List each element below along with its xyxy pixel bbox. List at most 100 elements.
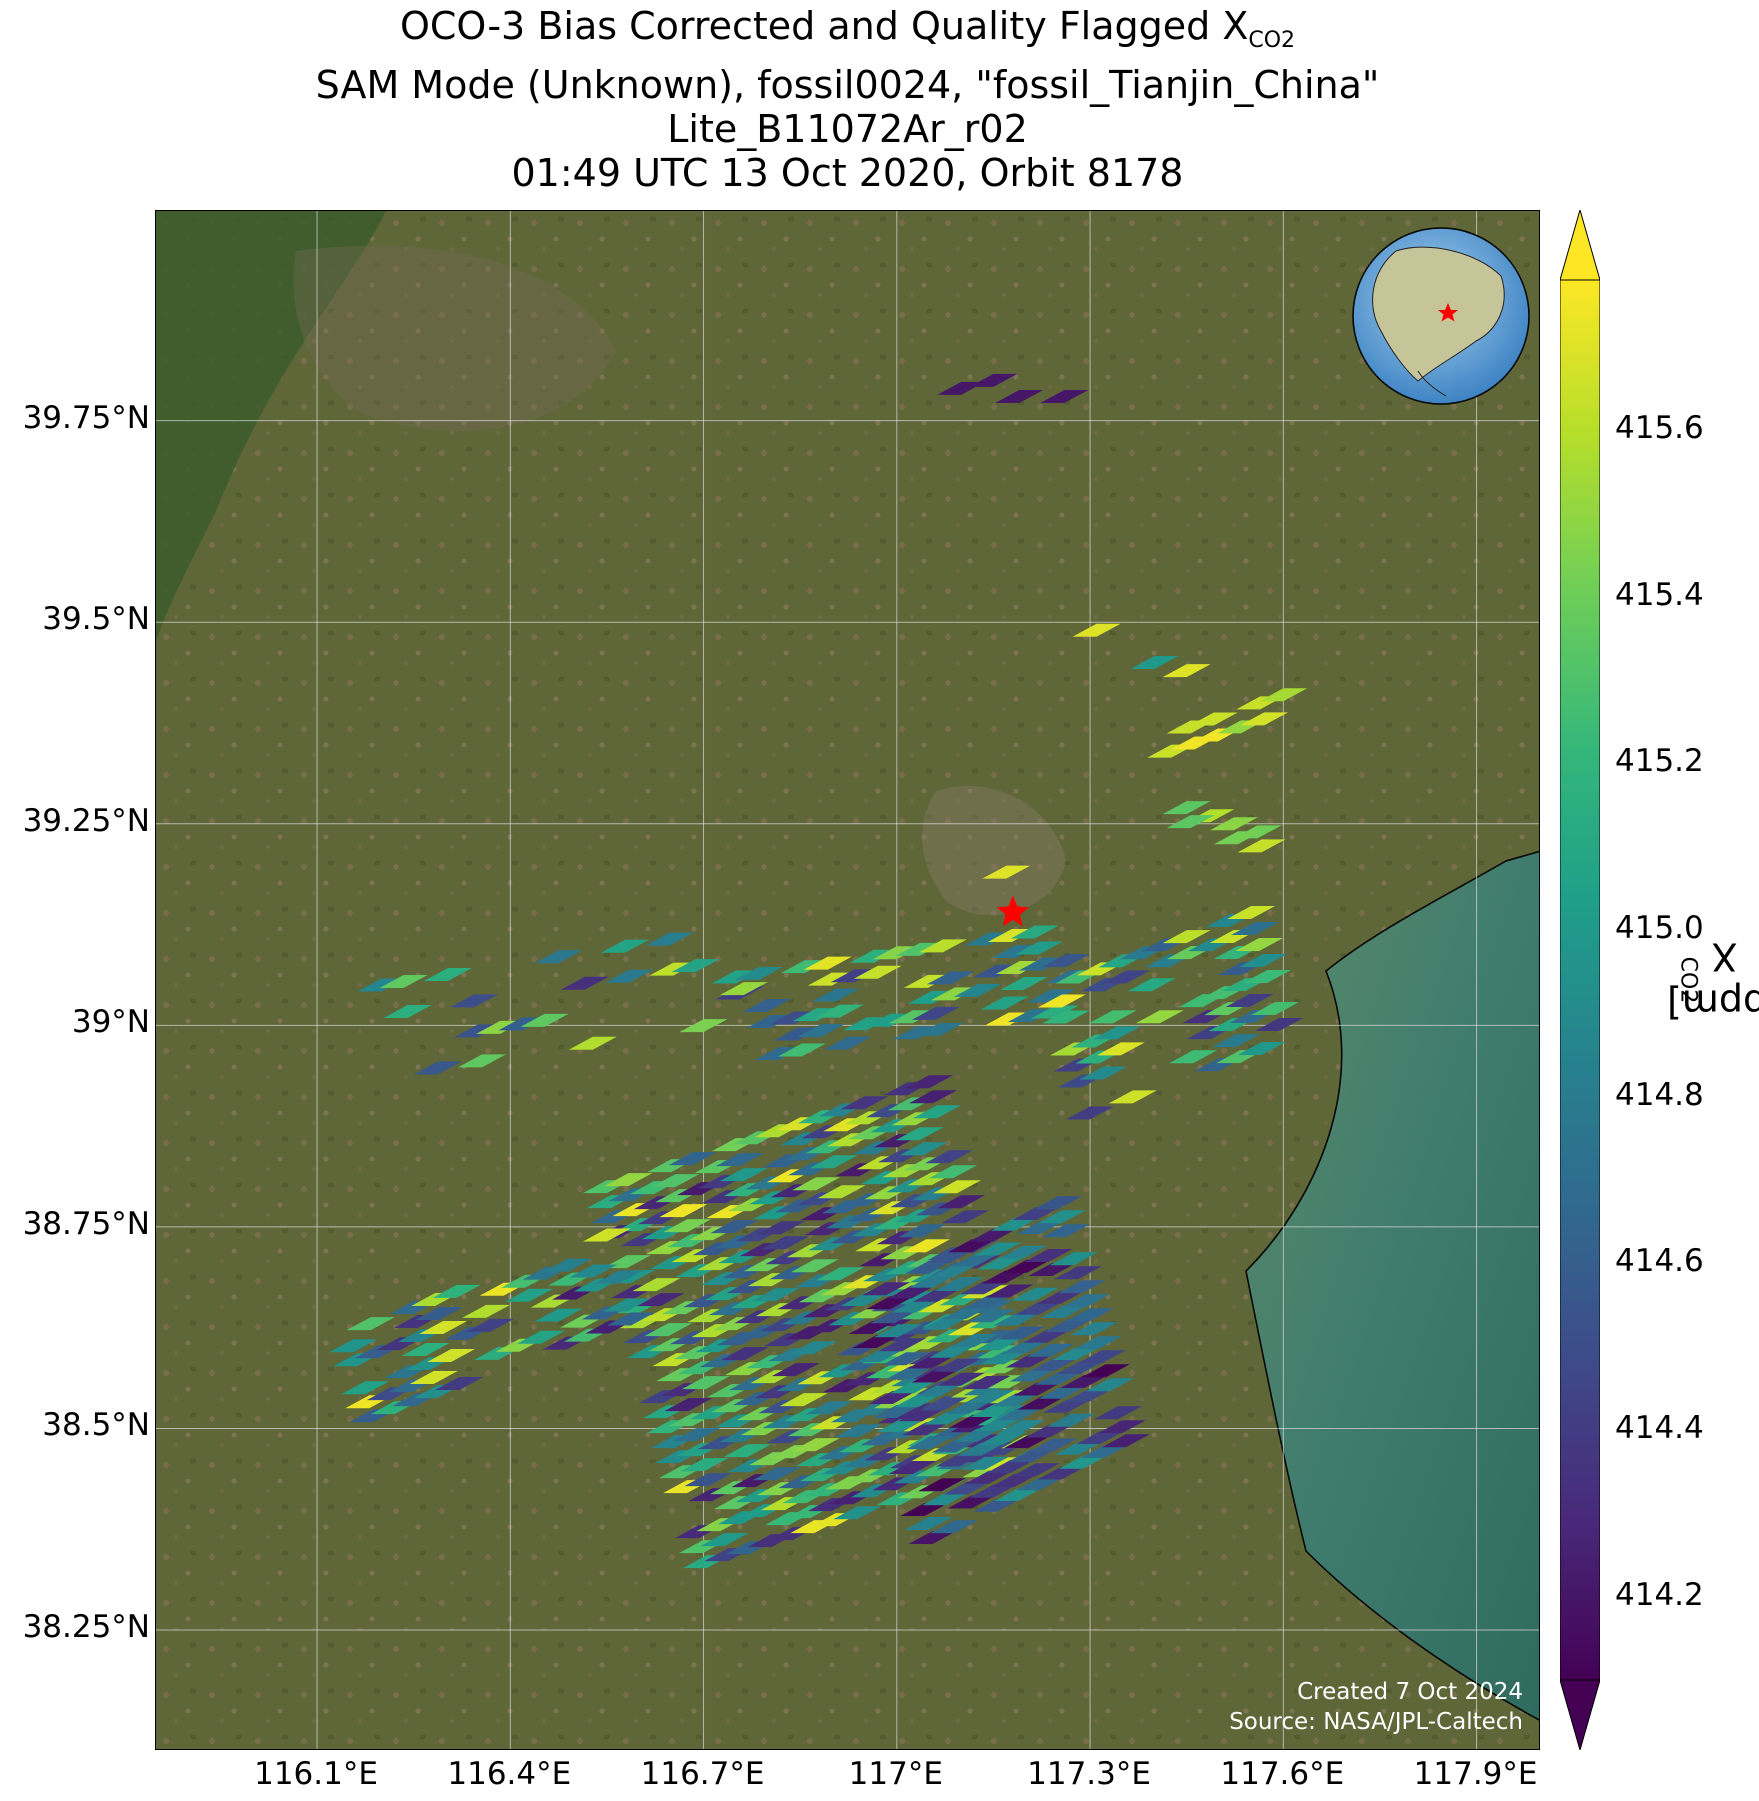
colorbar-tick-label-6: 415.4 <box>1615 576 1704 613</box>
sounding-483 <box>908 1530 957 1544</box>
colorbar-tick-label-0: 414.2 <box>1615 1576 1704 1613</box>
sounding-682 <box>1072 623 1121 637</box>
sounding-654 <box>605 969 654 983</box>
title-line-2: SAM Mode (Unknown), fossil0024, "fossil_… <box>315 63 1380 107</box>
sounding-660 <box>520 1013 569 1027</box>
sounding-56 <box>663 1219 712 1233</box>
sounding-379 <box>998 1245 1047 1259</box>
sounding-653 <box>560 976 609 990</box>
sounding-10 <box>840 1096 889 1110</box>
lon-tick-label-3: 117°E <box>848 1756 943 1792</box>
sounding-649 <box>601 939 650 953</box>
sounding-583 <box>911 1006 960 1020</box>
colorbar-body <box>1560 279 1600 1681</box>
sounding-40 <box>913 1105 962 1119</box>
sounding-230 <box>672 1428 721 1442</box>
sounding-85 <box>757 1221 806 1235</box>
sounding-663 <box>458 1054 507 1068</box>
coastline <box>1245 850 1539 1721</box>
sounding-619 <box>1092 1026 1141 1040</box>
sounding-129 <box>790 1259 839 1273</box>
sounding-390 <box>942 1305 991 1319</box>
sounding-61 <box>792 1177 841 1191</box>
sounding-679 <box>1166 815 1215 829</box>
sounding-408 <box>890 1380 939 1394</box>
sounding-135 <box>644 1323 693 1337</box>
sounding-664 <box>568 1036 617 1050</box>
sounding-554 <box>1010 925 1059 939</box>
sounding-440 <box>949 1414 998 1428</box>
sounding-497 <box>329 1339 378 1353</box>
sounding-639 <box>1255 1017 1304 1031</box>
lat-tick-label-1: 38.5°N <box>42 1407 150 1444</box>
sounding-25 <box>909 1090 958 1104</box>
sounding-427 <box>962 1375 1011 1389</box>
sounding-133 <box>941 1210 990 1224</box>
sounding-437 <box>1052 1346 1101 1360</box>
sounding-438 <box>1073 1336 1122 1350</box>
title-line-4: 01:49 UTC 13 Oct 2020, Orbit 8178 <box>511 151 1184 195</box>
sounding-384 <box>981 1270 1030 1284</box>
sounding-366 <box>887 1285 936 1299</box>
sounding-601 <box>1227 905 1276 919</box>
map-credit: Created 7 Oct 2024 Source: NASA/JPL-Calt… <box>1229 1677 1523 1737</box>
lon-tick-label-0: 116.1°E <box>254 1756 378 1792</box>
sounding-412 <box>997 1326 1046 1340</box>
sounding-441 <box>970 1403 1019 1417</box>
sounding-194 <box>789 1341 838 1355</box>
xco2-soundings <box>329 373 1308 1569</box>
sounding-365 <box>866 1296 915 1310</box>
sounding-613 <box>1235 937 1284 951</box>
sounding-644 <box>1237 1042 1286 1056</box>
sounding-288 <box>752 1467 801 1481</box>
sounding-587 <box>777 1043 826 1057</box>
colorbar-tick-label-3: 414.8 <box>1615 1076 1704 1113</box>
colorbar-tick-label-1: 414.4 <box>1615 1410 1704 1446</box>
sounding-360 <box>947 1239 996 1253</box>
sounding-392 <box>985 1284 1034 1298</box>
sounding-599 <box>1162 930 1211 944</box>
sounding-386 <box>1024 1248 1073 1262</box>
sounding-464 <box>1003 1435 1052 1449</box>
sounding-430 <box>1069 1322 1118 1336</box>
sounding-139 <box>751 1288 800 1302</box>
sounding-609 <box>1231 921 1280 935</box>
sounding-401 <box>929 1344 978 1358</box>
sounding-469 <box>943 1481 992 1495</box>
sounding-560 <box>1014 941 1063 955</box>
sounding-388 <box>878 1338 927 1352</box>
sounding-508 <box>419 1320 468 1334</box>
sounding-448 <box>931 1439 980 1453</box>
sounding-18 <box>715 1153 764 1167</box>
sounding-481 <box>1076 1430 1125 1444</box>
sounding-414 <box>1061 1294 1110 1308</box>
lat-tick-label-6: 39.75°N <box>22 399 150 436</box>
sounding-515 <box>466 1318 515 1332</box>
sounding-473 <box>1029 1438 1078 1452</box>
sounding-471 <box>986 1459 1035 1473</box>
sounding-389 <box>921 1316 970 1330</box>
colorbar-tick-label-2: 414.6 <box>1615 1243 1704 1280</box>
sounding-509 <box>462 1304 511 1318</box>
sounding-547 <box>803 956 852 970</box>
colorbar-tick-label-5: 415.2 <box>1615 743 1704 780</box>
sounding-407 <box>868 1390 917 1404</box>
sounding-588 <box>823 1036 872 1050</box>
sounding-472 <box>1007 1449 1056 1463</box>
sounding-468 <box>922 1492 971 1506</box>
sounding-487 <box>1015 1477 1064 1491</box>
target-star-icon <box>996 895 1029 927</box>
sounding-356 <box>840 1292 889 1306</box>
sounding-12 <box>905 1075 954 1089</box>
sounding-478 <box>990 1473 1039 1487</box>
sounding-593 <box>1030 1005 1079 1019</box>
sounding-458 <box>978 1431 1027 1445</box>
sounding-479 <box>1011 1463 1060 1477</box>
sounding-373 <box>848 1320 897 1334</box>
sounding-585 <box>1026 989 1075 1003</box>
sounding-637 <box>1169 1050 1218 1064</box>
sounding-421 <box>1022 1329 1071 1343</box>
sounding-406 <box>1057 1280 1106 1294</box>
sounding-590 <box>915 1022 964 1036</box>
lat-tick-label-4: 39.25°N <box>22 802 150 839</box>
